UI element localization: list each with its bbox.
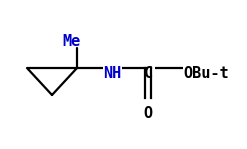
Text: NH: NH xyxy=(103,66,121,80)
Text: C: C xyxy=(144,66,153,80)
Text: OBu-t: OBu-t xyxy=(183,66,229,80)
Text: O: O xyxy=(144,106,153,121)
Text: Me: Me xyxy=(62,34,80,49)
